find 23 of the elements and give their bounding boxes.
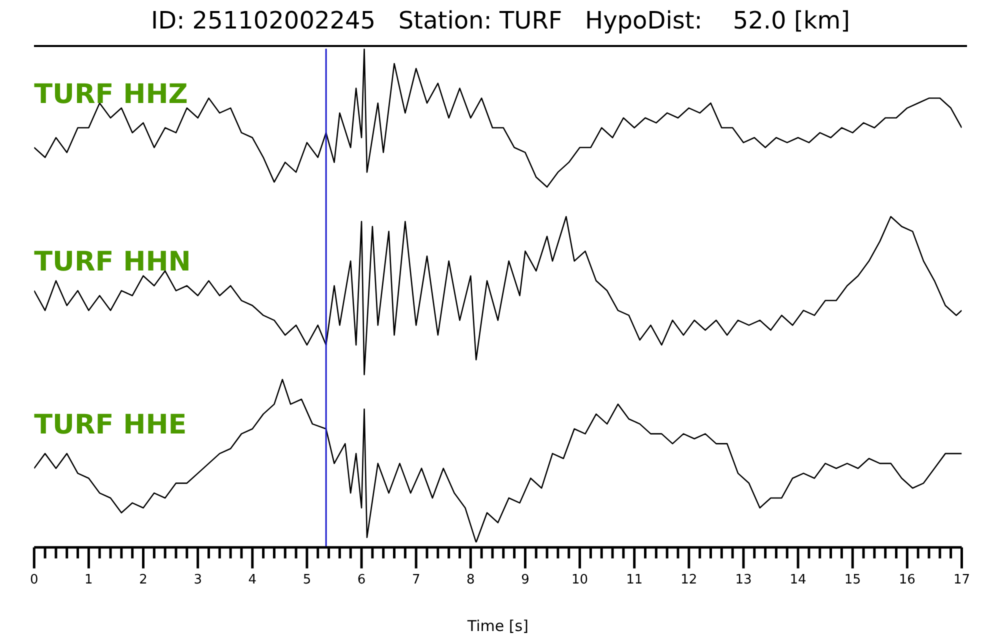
x-tick-label: 15 [844, 572, 861, 588]
x-tick-label: 4 [248, 572, 257, 588]
series-label: TURF HHE [34, 410, 187, 441]
x-tick-label: 8 [466, 572, 475, 588]
series-label: TURF HHN [34, 246, 191, 278]
x-tick-label: 6 [357, 572, 366, 588]
series-label: TURF HHZ [34, 78, 188, 110]
x-tick-label: 2 [139, 572, 148, 588]
x-tick-label: 9 [521, 572, 530, 588]
x-tick-label: 11 [626, 572, 643, 588]
x-tick-label: 10 [572, 572, 588, 588]
chart-title: ID: 251102002245 Station: TURF HypoDist: 52.0 [km] [151, 6, 850, 35]
x-tick-label: 1 [84, 572, 93, 588]
x-tick-label: 13 [735, 572, 752, 588]
x-tick-label: 14 [790, 572, 806, 588]
x-tick-label: 5 [302, 572, 312, 588]
x-tick-label: 3 [194, 572, 202, 588]
x-tick-label: 17 [953, 572, 970, 588]
x-tick-label: 12 [680, 572, 698, 588]
x-tick-label: 0 [30, 572, 38, 588]
x-axis-title: Time [s] [466, 616, 528, 635]
x-tick-label: 16 [898, 572, 916, 588]
x-tick-label: 7 [412, 572, 420, 588]
